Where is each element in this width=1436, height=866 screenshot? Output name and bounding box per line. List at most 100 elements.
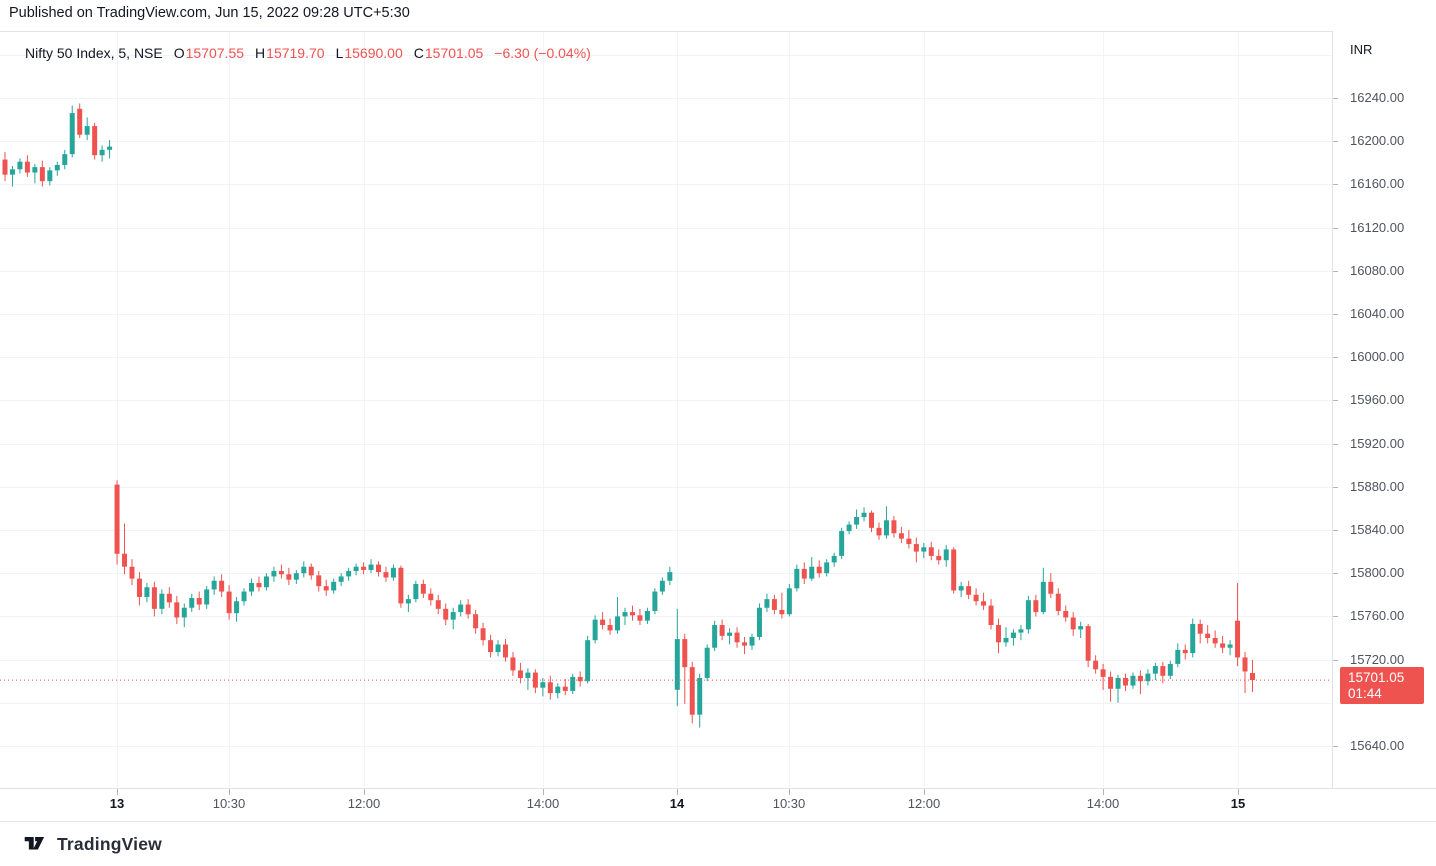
candle-down <box>577 671 583 687</box>
candle-up <box>62 149 68 170</box>
candle-down <box>398 565 404 608</box>
candle-up <box>293 569 299 584</box>
time-axis-label: 10:30 <box>772 796 806 811</box>
candle-down <box>891 515 897 538</box>
candle-up <box>405 594 411 613</box>
candle-up <box>786 584 792 617</box>
candle-up <box>189 593 195 613</box>
time-axis-tick <box>229 789 230 795</box>
candle-up <box>301 561 307 578</box>
candle-down <box>988 599 994 630</box>
price-axis-label: 15920.00 <box>1350 436 1405 451</box>
candle-up <box>659 577 665 595</box>
candle-down <box>129 559 135 586</box>
price-axis-label: 16240.00 <box>1350 90 1405 105</box>
candlestick-series <box>2 103 1255 728</box>
tradingview-attribution[interactable]: TradingView <box>24 833 162 855</box>
candle-down <box>973 588 979 606</box>
candle-up <box>697 673 703 728</box>
candle-up <box>458 600 464 617</box>
candle-down <box>428 588 434 606</box>
candle-down <box>77 103 83 138</box>
candle-down <box>480 622 486 646</box>
candle-down <box>502 639 508 662</box>
time-axis-label: 10:30 <box>212 796 246 811</box>
price-axis-label: 15800.00 <box>1350 565 1405 580</box>
candle-up <box>32 163 38 184</box>
tradingview-logo-icon <box>24 837 45 850</box>
candle-down <box>928 541 934 561</box>
currency-label: INR <box>1350 42 1373 57</box>
candle-up <box>809 557 815 581</box>
symbol-title: Nifty 50 Index, 5, NSE <box>25 45 163 61</box>
price-axis-tick <box>1333 357 1338 358</box>
candle-up <box>1227 640 1233 656</box>
candle-up <box>271 566 277 582</box>
candle-down <box>1093 655 1099 674</box>
time-axis-tick <box>1103 789 1104 795</box>
time-axis-tick <box>677 789 678 795</box>
candle-up <box>921 542 927 559</box>
candle-down <box>465 599 471 619</box>
candle-up <box>727 628 733 645</box>
price-axis-label: 16160.00 <box>1350 176 1405 191</box>
candle-down <box>92 122 98 160</box>
last-price: 15701.05 <box>1348 670 1405 685</box>
time-axis-label: 14:00 <box>526 796 560 811</box>
candle-down <box>1123 673 1128 691</box>
candle-down <box>226 585 232 620</box>
candle-up <box>555 683 561 699</box>
candle-down <box>1249 659 1255 692</box>
candle-down <box>637 608 643 626</box>
candle-up <box>54 161 60 176</box>
candle-up <box>1152 662 1158 681</box>
candle-down <box>547 675 553 700</box>
candle-up <box>592 615 598 644</box>
candle-down <box>816 560 822 578</box>
candle-up <box>338 573 344 587</box>
candle-down <box>771 594 777 615</box>
candle-down <box>1212 630 1218 648</box>
candle-down <box>869 510 875 533</box>
price-axis-tick <box>1333 487 1338 488</box>
price-axis-tick <box>1333 228 1338 229</box>
candle-up <box>704 644 710 682</box>
candle-down <box>114 480 120 565</box>
candlestick-chart[interactable] <box>0 32 1436 788</box>
candle-up <box>368 559 374 574</box>
price-axis-label: 15960.00 <box>1350 392 1405 407</box>
candle-up <box>346 567 352 581</box>
time-axis-tick <box>117 789 118 795</box>
price-axis-tick <box>1333 660 1338 661</box>
price-axis[interactable]: INR 15701.05 01:44 16240.00 16200.00 16160… <box>1332 31 1436 788</box>
candle-down <box>607 618 613 635</box>
candle-up <box>249 578 255 596</box>
price-axis-tick <box>1333 444 1338 445</box>
time-axis[interactable]: 13 10:30 12:00 14:00 14 10:30 12:00 14:00 15 <box>0 788 1436 822</box>
price-axis-tick <box>1333 746 1338 747</box>
candle-up <box>413 580 419 603</box>
candle-down <box>876 522 882 540</box>
candle-up <box>144 582 150 603</box>
candle-up <box>331 578 337 594</box>
candle-up <box>1175 643 1181 668</box>
candle-down <box>913 537 919 563</box>
candle-up <box>1115 674 1121 703</box>
candle-up <box>652 588 658 615</box>
price-axis-tick <box>1333 141 1338 142</box>
last-price-badge: 15701.05 01:44 <box>1340 667 1424 704</box>
candle-up <box>1078 621 1084 638</box>
candle-up <box>47 167 53 186</box>
candle-down <box>1063 605 1069 622</box>
candle-down <box>286 567 292 586</box>
candle-up <box>159 589 165 615</box>
candle-up <box>585 635 591 684</box>
candle-up <box>943 545 949 567</box>
candle-down <box>689 661 695 724</box>
candle-up <box>450 607 456 630</box>
candle-up <box>622 607 628 626</box>
candle-down <box>24 155 30 177</box>
price-axis-label: 15760.00 <box>1350 608 1405 623</box>
candle-up <box>1145 669 1151 686</box>
candle-up <box>861 507 867 522</box>
